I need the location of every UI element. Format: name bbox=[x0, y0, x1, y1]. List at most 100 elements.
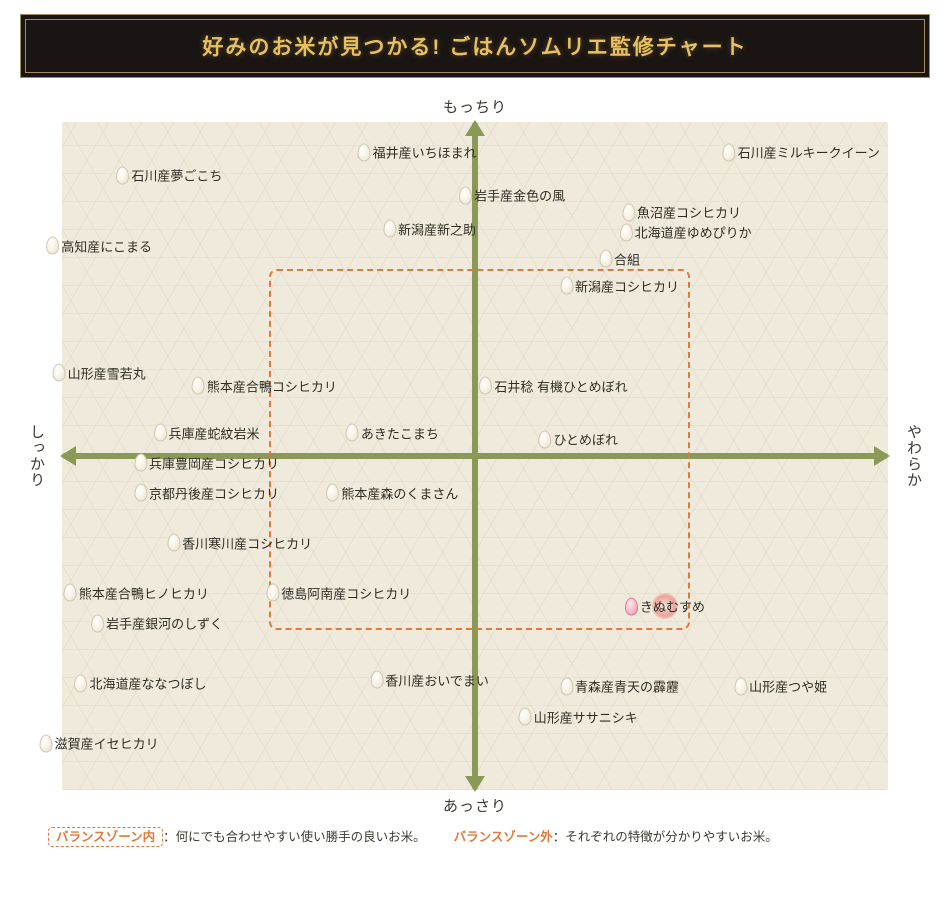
rice-point-label: 魚沼産コシヒカリ bbox=[637, 203, 741, 222]
rice-point-label: 山形産雪若丸 bbox=[68, 363, 146, 382]
arrow-right-icon bbox=[874, 446, 890, 466]
rice-point: 北海道産ゆめぴりか bbox=[620, 223, 752, 242]
rice-point-label: あきたこまち bbox=[361, 423, 439, 442]
rice-point: 岩手産金色の風 bbox=[459, 186, 565, 205]
rice-point-label: 岩手産銀河のしずく bbox=[106, 614, 223, 633]
rice-grain-icon bbox=[560, 677, 573, 695]
rice-point-label: 福井産いちほまれ bbox=[373, 143, 477, 162]
rice-grain-icon bbox=[46, 237, 59, 255]
chart-header: 好みのお米が見つかる! ごはんソムリエ監修チャート bbox=[20, 14, 930, 78]
rice-point-label: 北海道産ゆめぴりか bbox=[635, 223, 752, 242]
rice-point-label: 北海道産ななつぼし bbox=[89, 674, 206, 693]
rice-point: 福井産いちほまれ bbox=[358, 143, 477, 162]
rice-grain-icon bbox=[620, 223, 633, 241]
rice-point-label: 熊本産合鴨コシヒカリ bbox=[207, 376, 337, 395]
rice-point: 高知産にこまる bbox=[46, 236, 152, 255]
rice-grain-icon bbox=[723, 143, 736, 161]
rice-point-label: 山形産つや姫 bbox=[749, 677, 827, 696]
legend-inside-key: バランスゾーン内 bbox=[48, 827, 163, 847]
rice-grain-icon bbox=[383, 220, 396, 238]
rice-point-label: 石井稔 有機ひとめぼれ bbox=[494, 376, 627, 395]
rice-grain-icon bbox=[154, 424, 167, 442]
rice-point: 北海道産ななつぼし bbox=[74, 674, 206, 693]
rice-point: 山形産ササニシキ bbox=[519, 707, 638, 726]
rice-grain-icon bbox=[326, 484, 339, 502]
legend-inside-text: ：何にでも合わせやすい使い勝手の良いお米。 bbox=[163, 830, 426, 844]
rice-point-label: 青森産青天の霹靂 bbox=[575, 677, 679, 696]
rice-grain-icon bbox=[134, 484, 147, 502]
rice-grain-icon bbox=[40, 734, 53, 752]
arrow-up-icon bbox=[465, 120, 485, 136]
rice-point-label: 新潟産新之助 bbox=[398, 219, 476, 238]
legend: バランスゾーン内：何にでも合わせやすい使い勝手の良いお米。 バランスゾーン外：そ… bbox=[48, 826, 902, 845]
plot-area: 福井産いちほまれ 石川産ミルキークイーン石川産夢ごこち岩手産金色の風魚沼産コシヒカ… bbox=[62, 122, 888, 790]
axis-label-top: もっちり bbox=[443, 96, 507, 117]
rice-grain-icon bbox=[538, 430, 551, 448]
rice-point: 熊本産合鴨ヒノヒカリ bbox=[64, 583, 209, 602]
axis-label-right: やわらか bbox=[903, 424, 924, 488]
rice-point: 石井稔 有機ひとめぼれ bbox=[479, 376, 627, 395]
arrow-down-icon bbox=[465, 776, 485, 792]
rice-point: 徳島阿南産コシヒカリ bbox=[266, 583, 411, 602]
rice-grain-icon bbox=[734, 677, 747, 695]
axis-label-left: しっかり bbox=[26, 424, 47, 488]
rice-grain-icon bbox=[53, 364, 66, 382]
rice-point: ひとめぼれ bbox=[538, 430, 618, 449]
rice-point: 魚沼産コシヒカリ bbox=[622, 203, 741, 222]
rice-point-label: 香川寒川産コシヒカリ bbox=[182, 533, 312, 552]
legend-outside: バランスゾーン外：それぞれの特徴が分かりやすいお米。 bbox=[454, 826, 778, 845]
rice-point: 山形産つや姫 bbox=[734, 677, 827, 696]
legend-inside: バランスゾーン内：何にでも合わせやすい使い勝手の良いお米。 bbox=[48, 826, 426, 845]
rice-point-label: 高知産にこまる bbox=[61, 236, 152, 255]
rice-point-label: 兵庫豊岡産コシヒカリ bbox=[149, 453, 279, 472]
rice-point: 京都丹後産コシヒカリ bbox=[134, 483, 279, 502]
rice-grain-icon bbox=[370, 671, 383, 689]
rice-grain-icon bbox=[346, 424, 359, 442]
rice-point-label: 熊本産合鴨ヒノヒカリ bbox=[79, 583, 209, 602]
rice-grain-icon bbox=[167, 534, 180, 552]
rice-point: 滋賀産イセヒカリ bbox=[40, 734, 159, 753]
legend-outside-text: ：それぞれの特徴が分かりやすいお米。 bbox=[553, 830, 778, 844]
rice-point-label: 滋賀産イセヒカリ bbox=[55, 734, 159, 753]
rice-point-label: 合組 bbox=[614, 249, 640, 268]
rice-grain-icon bbox=[479, 377, 492, 395]
rice-point: 熊本産森のくまさん bbox=[326, 483, 458, 502]
rice-point: 石川産ミルキークイーン bbox=[723, 143, 880, 162]
rice-point: 新潟産新之助 bbox=[383, 219, 476, 238]
rice-point: あきたこまち bbox=[346, 423, 439, 442]
rice-point-label: 山形産ササニシキ bbox=[534, 707, 638, 726]
arrow-left-icon bbox=[60, 446, 76, 466]
rice-grain-icon bbox=[358, 143, 371, 161]
rice-grain-icon bbox=[459, 186, 472, 204]
rice-grain-icon bbox=[91, 614, 104, 632]
rice-point: 熊本産合鴨コシヒカリ bbox=[192, 376, 337, 395]
rice-point: 青森産青天の霹靂 bbox=[560, 677, 679, 696]
rice-grain-icon bbox=[519, 708, 532, 726]
rice-point: 新潟産コシヒカリ bbox=[560, 276, 679, 295]
rice-point-label: 京都丹後産コシヒカリ bbox=[149, 483, 279, 502]
rice-point: 香川産おいでまい bbox=[370, 670, 489, 689]
rice-grain-icon bbox=[625, 597, 638, 615]
rice-point: 兵庫産蛇紋岩米 bbox=[154, 423, 260, 442]
rice-point: 山形産雪若丸 bbox=[53, 363, 146, 382]
rice-point-label: 石川産ミルキークイーン bbox=[738, 143, 880, 162]
rice-point: 合組 bbox=[599, 249, 640, 268]
rice-grain-icon bbox=[560, 277, 573, 295]
rice-grain-icon bbox=[599, 250, 612, 268]
axis-label-bottom: あっさり bbox=[443, 795, 507, 816]
rice-point-label: 石川産夢ごこち bbox=[131, 166, 222, 185]
rice-grain-icon bbox=[134, 454, 147, 472]
rice-grain-icon bbox=[266, 584, 279, 602]
legend-outside-key: バランスゾーン外 bbox=[454, 830, 553, 844]
rice-point: きぬむすめ bbox=[625, 597, 705, 616]
rice-grain-icon bbox=[74, 674, 87, 692]
rice-grain-icon bbox=[192, 377, 205, 395]
rice-point: 岩手産銀河のしずく bbox=[91, 614, 223, 633]
rice-point-label: 徳島阿南産コシヒカリ bbox=[281, 583, 411, 602]
rice-point-label: 兵庫産蛇紋岩米 bbox=[169, 423, 260, 442]
rice-point-label: ひとめぼれ bbox=[553, 430, 618, 449]
rice-point-label: 熊本産森のくまさん bbox=[341, 483, 458, 502]
rice-point-label: 新潟産コシヒカリ bbox=[575, 276, 679, 295]
balance-zone bbox=[269, 269, 690, 630]
rice-grain-icon bbox=[116, 166, 129, 184]
